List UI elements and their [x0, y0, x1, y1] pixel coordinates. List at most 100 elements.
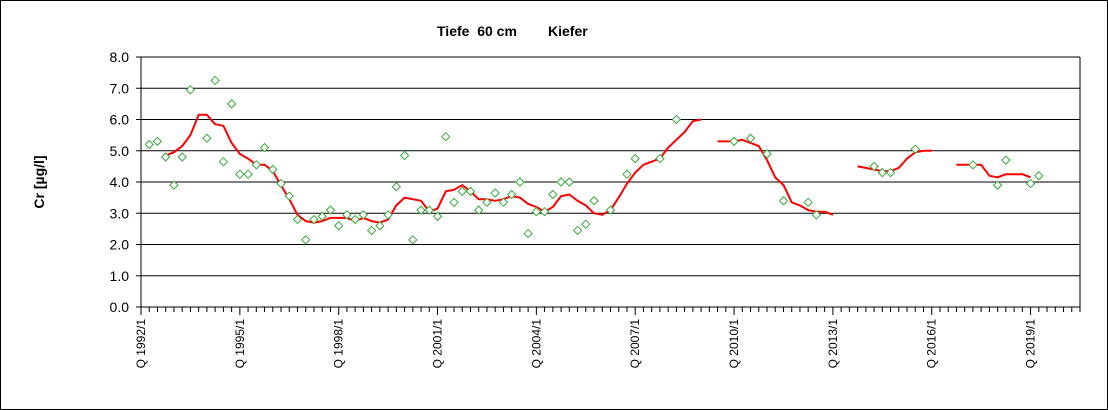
y-tick-label: 3.0	[110, 205, 130, 221]
data-point	[358, 210, 369, 220]
data-point	[210, 75, 220, 86]
data-point	[152, 136, 163, 147]
y-tick-label: 2.0	[110, 237, 130, 253]
data-point	[169, 180, 179, 190]
data-point	[177, 152, 187, 162]
y-axis-label: Cr [µg/l]	[31, 155, 47, 208]
data-point	[498, 197, 509, 208]
data-point	[762, 149, 772, 159]
data-point	[449, 197, 459, 208]
data-point	[276, 178, 286, 189]
x-tick-label: Q 1992/1	[134, 319, 148, 369]
data-point	[992, 180, 1003, 190]
data-point	[301, 235, 311, 245]
x-tick-label: Q 2010/1	[727, 319, 741, 369]
data-point	[482, 197, 492, 208]
data-point	[309, 214, 319, 225]
data-point	[745, 133, 756, 143]
data-point	[811, 210, 822, 220]
x-tick-label: Q 2004/1	[529, 319, 543, 369]
data-point	[778, 196, 789, 206]
series-line-segment	[857, 149, 932, 173]
data-point	[531, 206, 542, 217]
data-point	[622, 169, 632, 179]
data-point	[968, 160, 978, 170]
data-point	[185, 85, 196, 95]
x-tick-label: Q 2007/1	[628, 319, 642, 369]
data-point	[235, 169, 245, 179]
y-tick-label: 0.0	[110, 299, 130, 315]
data-point	[432, 211, 443, 222]
data-point	[284, 191, 294, 201]
data-point	[589, 196, 599, 206]
series-line-segment	[956, 163, 1031, 179]
data-point	[539, 206, 550, 217]
data-point	[671, 114, 682, 125]
data-point	[1025, 178, 1036, 189]
y-tick-label: 1.0	[110, 268, 130, 284]
data-point	[144, 139, 154, 150]
data-point	[391, 181, 402, 192]
x-tick-label: Q 1995/1	[233, 319, 247, 369]
data-point	[1001, 155, 1011, 165]
data-point	[474, 205, 484, 215]
data-point	[465, 186, 476, 197]
data-point	[268, 164, 278, 175]
data-point	[729, 136, 739, 147]
data-point	[161, 152, 171, 162]
data-point	[523, 228, 533, 239]
data-point	[218, 156, 229, 167]
data-point	[243, 169, 253, 179]
y-tick-label: 7.0	[110, 80, 130, 96]
data-point	[581, 219, 591, 229]
data-point	[869, 161, 879, 172]
data-point	[506, 189, 517, 200]
x-tick-label: Q 2013/1	[826, 319, 840, 369]
data-point	[572, 225, 583, 236]
y-tick-label: 6.0	[110, 112, 130, 128]
data-point	[556, 177, 566, 187]
x-tick-label: Q 2001/1	[431, 319, 445, 369]
data-point	[910, 144, 920, 154]
y-tick-label: 4.0	[110, 174, 130, 190]
data-point	[877, 167, 888, 178]
y-tick-label: 5.0	[110, 143, 130, 159]
data-point	[226, 99, 237, 109]
data-point	[548, 189, 558, 200]
data-point	[333, 221, 344, 231]
data-point	[383, 210, 393, 220]
data-point	[350, 214, 360, 225]
data-point	[325, 205, 336, 215]
y-tick-label: 8.0	[110, 49, 130, 65]
data-point	[441, 131, 451, 142]
data-point	[803, 197, 813, 208]
data-point	[342, 210, 352, 220]
data-point	[317, 211, 327, 222]
data-point	[251, 160, 262, 170]
data-point	[424, 205, 434, 215]
data-point	[457, 186, 467, 197]
data-point	[564, 177, 575, 187]
data-point	[292, 214, 303, 225]
x-tick-label: Q 2016/1	[925, 319, 939, 369]
data-point	[630, 153, 640, 164]
data-point	[259, 142, 270, 153]
data-point	[366, 225, 377, 236]
data-point	[1034, 171, 1044, 181]
data-point	[605, 205, 616, 215]
data-point	[408, 235, 418, 245]
data-point	[515, 177, 525, 187]
data-point	[375, 221, 385, 231]
data-point	[885, 167, 896, 178]
data-point	[202, 133, 212, 143]
chart-title-depth: Tiefe 60 cm	[437, 23, 517, 39]
series-line-segment	[165, 113, 702, 224]
x-tick-label: Q 2019/1	[1024, 319, 1038, 369]
data-point	[490, 188, 500, 198]
chart-title-species: Kiefer	[548, 23, 588, 39]
x-tick-label: Q 1998/1	[332, 319, 346, 369]
data-point	[399, 150, 410, 161]
data-point	[416, 205, 426, 215]
data-point	[655, 153, 665, 164]
